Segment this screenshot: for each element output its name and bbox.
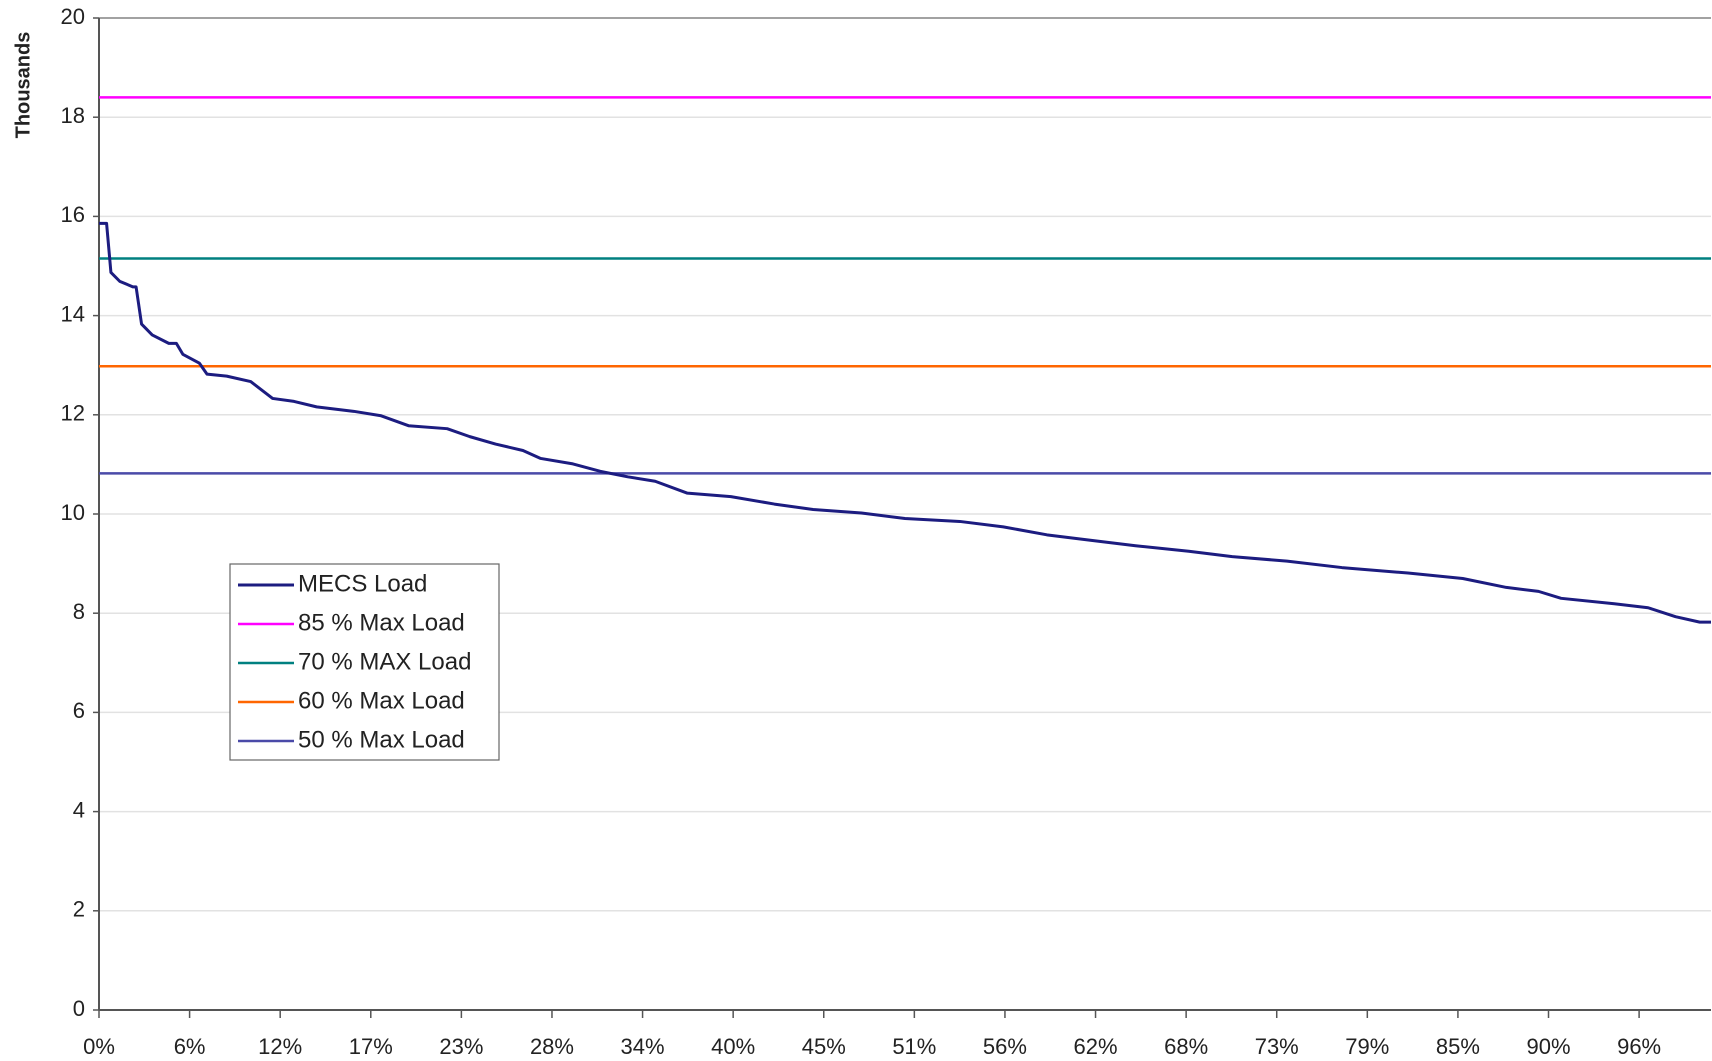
x-tick-label: 0% xyxy=(83,1034,115,1059)
x-tick-label: 34% xyxy=(621,1034,665,1059)
y-tick-label: 2 xyxy=(73,897,85,922)
x-tick-label: 73% xyxy=(1255,1034,1299,1059)
y-tick-label: 16 xyxy=(61,202,85,227)
x-tick-label: 56% xyxy=(983,1034,1027,1059)
x-tick-label: 85% xyxy=(1436,1034,1480,1059)
y-tick-label: 18 xyxy=(61,103,85,128)
y-tick-label: 0 xyxy=(73,996,85,1021)
x-tick-label: 40% xyxy=(711,1034,755,1059)
legend-label: 70 % MAX Load xyxy=(298,648,471,675)
y-tick-label: 10 xyxy=(61,500,85,525)
x-tick-label: 90% xyxy=(1526,1034,1570,1059)
x-tick-label: 79% xyxy=(1345,1034,1389,1059)
y-tick-label: 12 xyxy=(61,401,85,426)
x-tick-label: 12% xyxy=(258,1034,302,1059)
y-tick-label: 4 xyxy=(73,797,85,822)
y-tick-label: 14 xyxy=(61,301,85,326)
legend-label: 60 % Max Load xyxy=(298,687,465,714)
x-tick-label: 51% xyxy=(892,1034,936,1059)
x-tick-label: 45% xyxy=(802,1034,846,1059)
x-tick-label: 6% xyxy=(174,1034,206,1059)
legend-label: MECS Load xyxy=(298,570,427,597)
x-tick-label: 62% xyxy=(1074,1034,1118,1059)
legend-label: 85 % Max Load xyxy=(298,609,465,636)
x-tick-label: 17% xyxy=(349,1034,393,1059)
x-tick-label: 23% xyxy=(439,1034,483,1059)
y-tick-label: 20 xyxy=(61,4,85,29)
x-tick-label: 96% xyxy=(1617,1034,1661,1059)
legend-label: 50 % Max Load xyxy=(298,726,465,753)
series-line xyxy=(99,221,1711,624)
y-tick-label: 8 xyxy=(73,599,85,624)
y-tick-label: 6 xyxy=(73,698,85,723)
x-tick-label: 28% xyxy=(530,1034,574,1059)
x-tick-label: 68% xyxy=(1164,1034,1208,1059)
y-axis-label: Thousands xyxy=(12,32,34,139)
